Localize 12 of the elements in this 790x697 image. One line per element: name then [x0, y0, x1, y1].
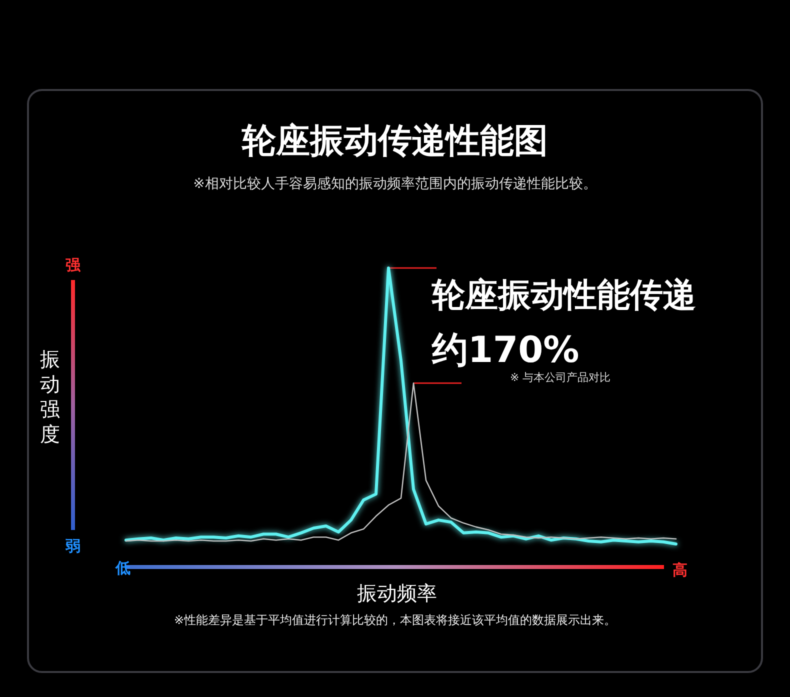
text: 弱: [64, 537, 80, 555]
annotation: 约170%: [431, 330, 580, 371]
annotation: 轮座振动性能传递: [431, 275, 696, 314]
y-axis-title: 振动强度: [40, 347, 60, 446]
chart-subtitle: ※相对比较人手容易感知的振动频率范围内的振动传递性能比较。: [193, 176, 597, 192]
text: 强: [66, 256, 82, 274]
annotation: 高: [672, 561, 688, 579]
annotation: 低: [114, 559, 130, 577]
annotation: ※ 与本公司产品对比: [510, 371, 611, 384]
x-axis-title: 振动频率: [357, 581, 437, 605]
chart-title: 轮座振动传递性能图: [241, 121, 548, 161]
text: ※性能差异是基于平均值进行计算比较的，本图表将接近该平均值的数据展示出来。: [174, 613, 616, 627]
